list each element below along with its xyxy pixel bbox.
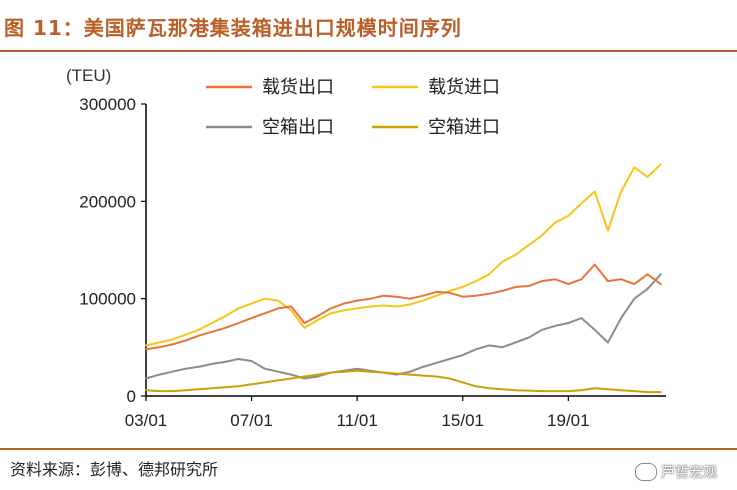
- title-rule: [0, 50, 737, 52]
- y-tick-label: 0: [127, 387, 136, 406]
- x-tick-label: 11/01: [337, 411, 378, 430]
- y-tick-label: 100000: [79, 290, 136, 309]
- y-tick-label: 200000: [79, 192, 136, 211]
- y-unit-label: (TEU): [66, 66, 112, 85]
- legend-label: 空箱出口: [262, 117, 334, 138]
- series-line-4: [145, 369, 662, 394]
- legend-label: 空箱进口: [428, 117, 500, 138]
- x-tick-label: 03/01: [125, 411, 168, 430]
- y-tick-label: 300000: [79, 95, 136, 114]
- x-tick-label: 15/01: [441, 411, 484, 430]
- watermark-text: 芦哲宏观: [661, 465, 717, 481]
- x-tick-label: 19/01: [547, 411, 590, 430]
- bottom-rule: [0, 448, 737, 450]
- series-line-1: [145, 263, 662, 351]
- source-note: 资料来源：彭博、德邦研究所: [10, 460, 219, 479]
- legend-label: 载货出口: [262, 77, 334, 98]
- series-line-3: [145, 273, 662, 380]
- series-line-2: [145, 163, 662, 347]
- figure-title: 图 11：美国萨瓦那港集装箱进出口规模时间序列: [4, 16, 462, 40]
- wechat-icon: [635, 463, 657, 481]
- line-chart: 0 100000 200000 300000 03/01 07/01 11/01 15/01 1…: [79, 77, 666, 430]
- legend-label: 载货进口: [428, 77, 500, 98]
- watermark: 芦哲宏观: [635, 462, 717, 482]
- x-tick-label: 07/01: [230, 411, 273, 430]
